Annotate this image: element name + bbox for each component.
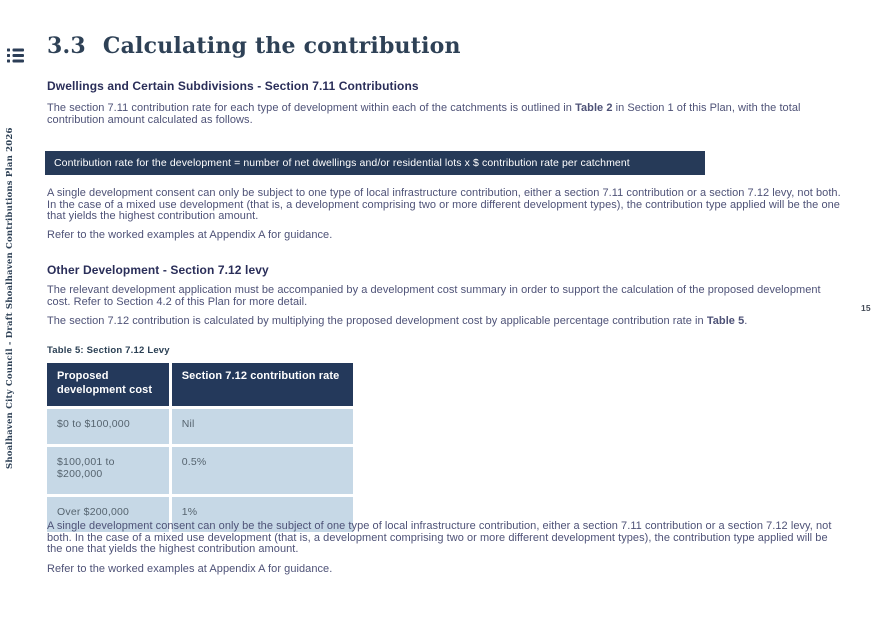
- toc-list-icon[interactable]: [7, 48, 24, 63]
- column-header-development-cost: Proposed development cost: [47, 363, 172, 409]
- paragraph-appendix-a-reference-2: Refer to the worked examples at Appendix…: [47, 563, 333, 575]
- sidebar-document-title: Shoalhaven City Council - Draft Shoalhav…: [5, 127, 15, 469]
- cell-cost-range: $0 to $100,000: [47, 407, 172, 447]
- page-title: 3.3 Calculating the contribution: [47, 33, 842, 59]
- cell-cost-range: Over $200,000: [47, 495, 172, 532]
- subheading-section-712: Other Development - Section 7.12 levy: [47, 263, 269, 277]
- cell-rate: Nil: [170, 407, 353, 447]
- page-number: 15: [861, 303, 871, 313]
- section-title: Calculating the contribution: [102, 33, 461, 59]
- cell-rate: 1%: [170, 495, 353, 532]
- paragraph-single-consent: A single development consent can only be…: [47, 187, 841, 223]
- contribution-formula-banner: Contribution rate for the development = …: [45, 151, 705, 175]
- levy-rate-table: Proposed development cost Section 7.12 c…: [47, 363, 353, 532]
- paragraph-711-intro: The section 7.11 contribution rate for e…: [47, 102, 801, 126]
- cell-cost-range: $100,001 to $200,000: [47, 445, 172, 497]
- paragraph-cost-summary: The relevant development application mus…: [47, 284, 821, 308]
- paragraph-712-calculation: The section 7.12 contribution is calcula…: [47, 315, 748, 327]
- subheading-section-711: Dwellings and Certain Subdivisions - Sec…: [47, 79, 419, 93]
- table-header-row: Proposed development cost Section 7.12 c…: [47, 363, 353, 409]
- table-5-reference: Table 5: [706, 315, 745, 327]
- table-row: $0 to $100,000 Nil: [47, 407, 353, 447]
- table-row: $100,001 to $200,000 0.5%: [47, 445, 353, 497]
- table-2-reference: Table 2: [575, 102, 613, 114]
- section-number: 3.3: [47, 33, 86, 59]
- table-5-caption: Table 5: Section 7.12 Levy: [47, 345, 170, 356]
- paragraph-single-consent-712: A single development consent can only be…: [47, 520, 832, 556]
- paragraph-appendix-a-reference: Refer to the worked examples at Appendix…: [47, 229, 333, 241]
- table-row: Over $200,000 1%: [47, 495, 353, 532]
- cell-rate: 0.5%: [170, 445, 353, 497]
- column-header-contribution-rate: Section 7.12 contribution rate: [170, 363, 353, 409]
